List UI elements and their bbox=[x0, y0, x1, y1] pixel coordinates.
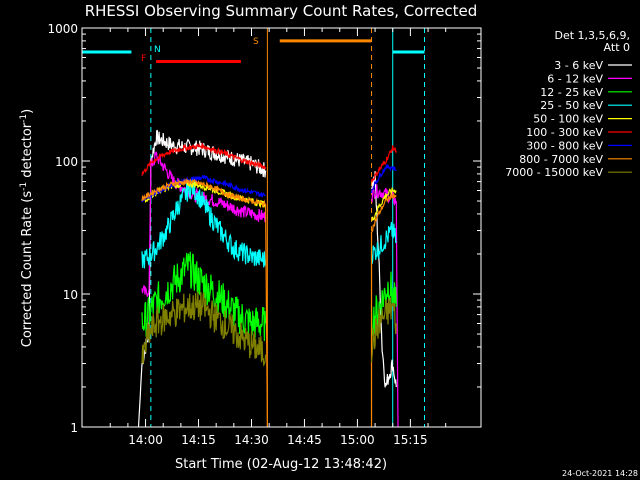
plot-marks: NF S bbox=[81, 28, 426, 428]
legend-entry-label: 100 - 300 keV bbox=[526, 126, 603, 139]
series-line-7 bbox=[370, 192, 397, 427]
legend-entry-label: 50 - 100 keV bbox=[533, 113, 603, 126]
x-tick-label: 14:15 bbox=[181, 433, 216, 447]
series-line-6 bbox=[370, 164, 397, 194]
series-line-1 bbox=[371, 184, 399, 428]
flag-label: S bbox=[253, 37, 259, 47]
series-line-3 bbox=[141, 178, 267, 269]
x-tick-label: 15:15 bbox=[393, 433, 428, 447]
legend-header: Att 0 bbox=[604, 41, 630, 54]
legend-header: Det 1,3,5,6,9, bbox=[554, 29, 630, 42]
series-line-3 bbox=[370, 221, 397, 264]
y-tick-label: 100 bbox=[55, 155, 78, 169]
series-line-7 bbox=[141, 177, 268, 428]
y-tick-label: 1 bbox=[70, 421, 78, 435]
legend-entry-label: 6 - 12 keV bbox=[547, 72, 603, 85]
y-tick-label: 10 bbox=[63, 288, 78, 302]
flag-label: N bbox=[154, 45, 161, 55]
series-line-4 bbox=[371, 187, 397, 222]
series-line-1 bbox=[141, 151, 267, 297]
series-line-5 bbox=[370, 145, 397, 183]
legend-entry-label: 3 - 6 keV bbox=[554, 59, 603, 72]
x-tick-label: 14:00 bbox=[128, 433, 163, 447]
axes: 14:00 14:15 14:30 14:45 15:00 15:15 1 10 100 1000 bbox=[47, 22, 481, 447]
series-line-8 bbox=[141, 291, 267, 367]
series-line-8 bbox=[370, 297, 397, 363]
x-tick-label: 14:45 bbox=[287, 433, 322, 447]
x-tick-label: 15:00 bbox=[340, 433, 375, 447]
plot-frame bbox=[81, 27, 482, 428]
legend-entry-label: 25 - 50 keV bbox=[540, 99, 603, 112]
x-axis-label: Start Time (02-Aug-12 13:48:42) bbox=[175, 457, 387, 472]
legend-entry-label: 12 - 25 keV bbox=[540, 86, 603, 99]
legend-entry-label: 300 - 800 keV bbox=[526, 139, 603, 152]
footer-date: 24-Oct-2021 14:28 bbox=[562, 469, 638, 478]
series-line-5 bbox=[141, 142, 267, 176]
legend-entry-label: 800 - 7000 keV bbox=[519, 153, 603, 166]
y-tick-label: 1000 bbox=[47, 22, 78, 36]
x-tick-label: 14:30 bbox=[234, 433, 269, 447]
legend-entry-label: 7000 - 15000 keV bbox=[505, 166, 603, 179]
y-axis-label: Corrected Count Rate (s-1 detector-1) bbox=[19, 109, 35, 347]
series-line-0 bbox=[370, 171, 397, 388]
flag-label: F bbox=[141, 54, 146, 64]
series-line-0 bbox=[137, 129, 267, 428]
chart-title: RHESSI Observing Summary Count Rates, Co… bbox=[85, 2, 478, 20]
